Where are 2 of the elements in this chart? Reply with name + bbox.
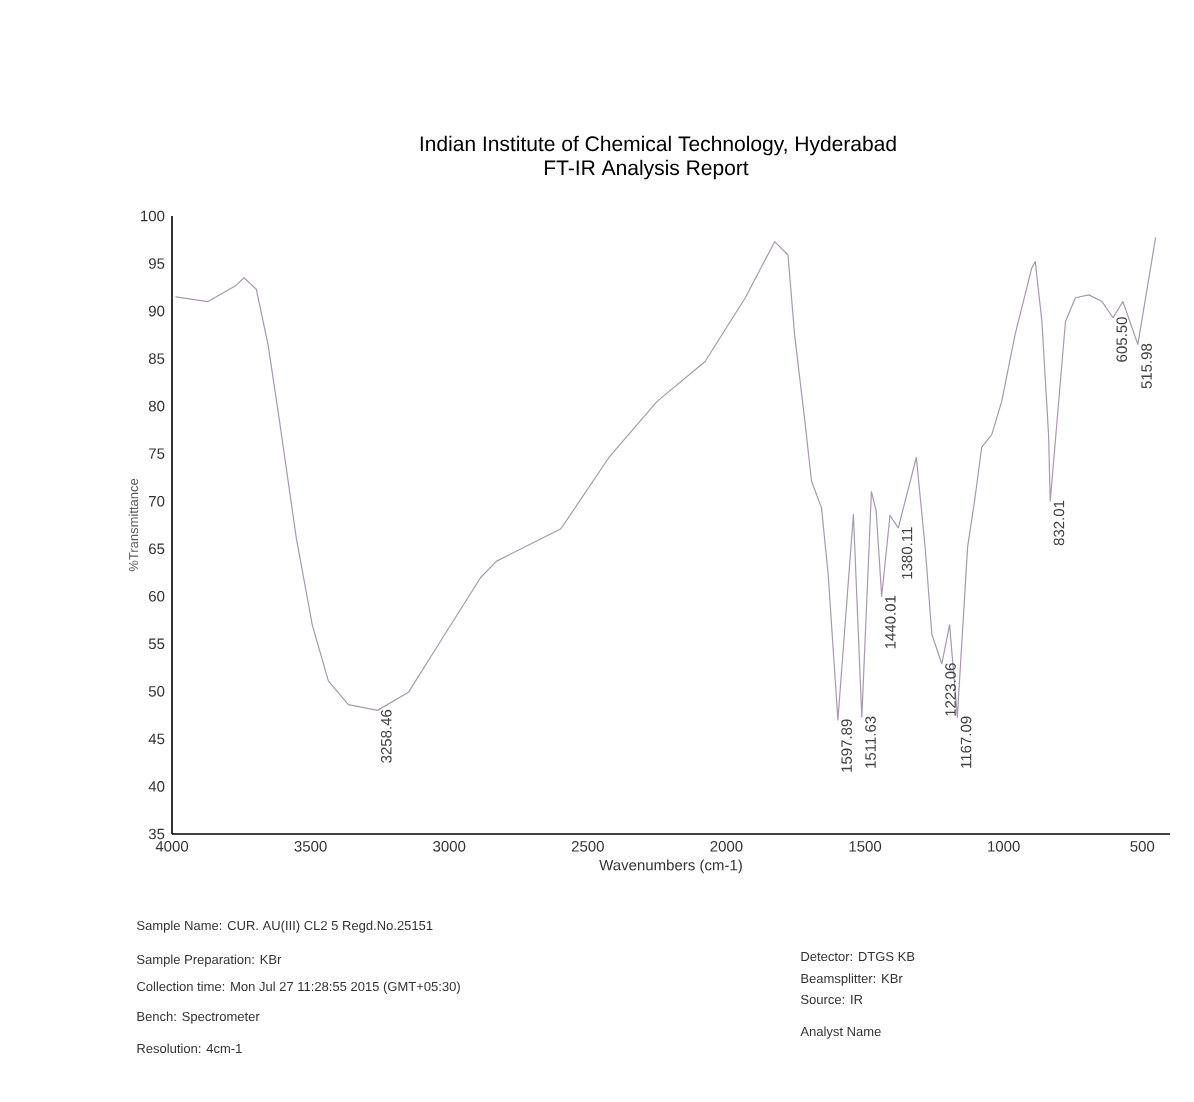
chart-title: Indian Institute of Chemical Technology, Hyderabad: [420, 135, 896, 156]
chart-subtitle: FT-IR Analysis Report: [545, 159, 749, 180]
